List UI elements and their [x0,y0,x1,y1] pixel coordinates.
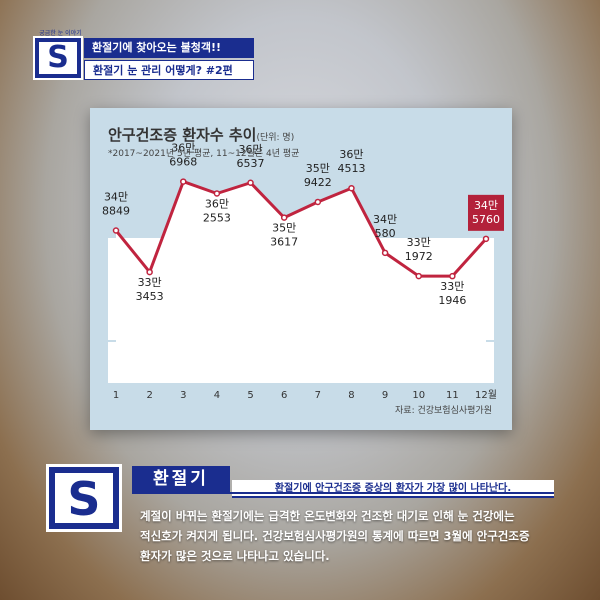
data-label-bottom: 4513 [337,162,365,175]
data-point [247,179,254,187]
data-label-top: 34만 [474,199,498,212]
data-point [381,249,389,257]
data-point [213,190,221,197]
line-chart: 34만8849133만3453236만6968336만2553436만65375… [102,142,504,401]
data-label-top: 35만 [306,162,330,175]
chart-source: 자료: 건강보험심사평가원 [395,406,492,416]
data-label-top: 36만 [171,142,195,155]
data-point [314,198,322,206]
data-label-bottom: 8849 [102,205,130,218]
body-line: 계절이 바뀌는 환절기에는 급격한 온도변화와 건조한 대기로 인해 눈 건강에… [140,509,515,523]
x-tick-label: 1 [113,390,119,401]
data-label-top: 35만 [272,222,296,235]
chart-card: 34만 8849 1 33만 3453 2 36만 6968 3 36만 2553 4 36만 6537 5… [90,108,512,430]
body-line: 적신호가 켜지게 됩니다. 건강보험심사평가원의 통계에 따르면 3월에 안구건… [140,529,530,543]
body-line: 환자가 많은 것으로 나타나고 있습니다. [140,549,330,563]
data-label-bottom: 2553 [203,212,231,225]
data-label-bottom: 3617 [270,236,298,249]
data-label-bottom: 6968 [169,156,197,169]
data-point [146,268,153,276]
section-divider [132,492,554,494]
series-line [114,180,488,278]
x-tick-label: 2 [146,390,152,401]
chart-note: *2017~2021년 5년 평균, 11~12월은 4년 평균 [108,149,300,159]
data-label-bottom: 6537 [237,157,265,170]
data-label-top: 36만 [238,143,262,156]
data-label-bottom: 3453 [136,290,164,303]
chart-title-text: 안구건조증 환자수 추이 [108,126,257,144]
area-fill [116,181,486,383]
data-label-top: 34만 [104,191,128,204]
x-tick-label: 6 [281,390,287,401]
data-label-top: 33만 [440,280,464,293]
data-label-top: 36만 [339,148,363,161]
x-tick-label: 12월 [475,389,497,401]
data-point [415,272,422,280]
data-label-top: 33만 [407,236,431,249]
data-label-bottom: 580 [375,227,396,240]
data-point [348,184,355,192]
data-label-top: 33만 [138,276,162,289]
chart-title: 안구건조증 환자수 추이(단위: 명) [108,124,294,145]
s-logo-letter: S [39,42,77,74]
header-title-line1: 환절기에 찾아오는 불청객!! [84,38,254,58]
series-caption: 궁금한 눈 이야기 [39,30,82,37]
chart-unit: (단위: 명) [256,133,295,143]
highlight-label-box [468,194,504,231]
x-tick-label: 10 [412,390,425,401]
x-tick-label: 3 [180,390,186,401]
data-label-top: 36만 [205,198,229,211]
section-s-letter: S [55,473,113,525]
data-label-bottom: 5760 [472,213,500,226]
section-subtitle: 환절기에 안구건조증 증상의 환자가 가장 많이 나타난다. [232,480,554,498]
section-s-badge: S [46,464,122,532]
x-tick-label: 11 [446,390,459,401]
section-title: 환절기 [132,466,230,492]
x-tick-label: 9 [382,390,388,401]
x-tick-label: 8 [348,390,354,401]
data-label-bottom: 1972 [405,250,433,263]
x-tick-label: 7 [315,390,321,401]
data-label-top: 34만 [373,213,397,226]
data-point [449,272,456,280]
x-tick-label: 4 [214,390,220,401]
s-logo-badge: S [33,36,83,80]
x-tick-label: 5 [247,390,253,401]
data-label-bottom: 1946 [438,294,466,307]
data-point [280,214,288,221]
data-point [112,227,120,234]
data-point [482,235,490,243]
section-body: 계절이 바뀌는 환절기에는 급격한 온도변화와 건조한 대기로 인해 눈 건강에… [140,506,580,566]
header-title-line2: 환절기 눈 관리 어떻게? #2편 [84,60,254,80]
data-label-bottom: 9422 [304,176,332,189]
data-point [180,178,187,185]
